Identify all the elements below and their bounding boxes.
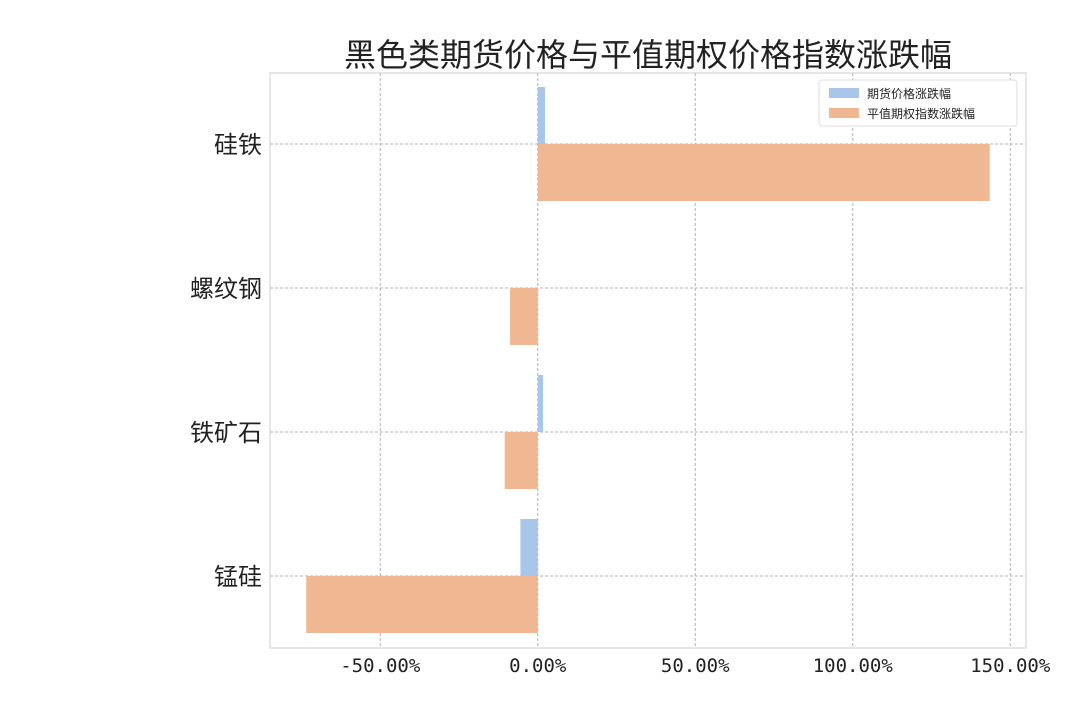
x-tick-label: 150.00% bbox=[970, 655, 1051, 677]
option-index-bar bbox=[510, 288, 538, 345]
futures-bar bbox=[537, 375, 544, 432]
legend-label: 期货价格涨跌幅 bbox=[867, 86, 951, 101]
plot-frame bbox=[269, 72, 1027, 649]
legend-swatch bbox=[829, 108, 859, 118]
futures-bar bbox=[520, 519, 538, 576]
futures-bar bbox=[537, 87, 545, 144]
category-label: 硅铁 bbox=[214, 131, 262, 159]
category-label: 锰硅 bbox=[214, 563, 262, 591]
labels: -50.00% 0.00% 50.00% 100.00% 150.00% 硅铁螺纹钢铁矿石… bbox=[190, 131, 1051, 677]
x-tick-label: -50.00% bbox=[340, 655, 421, 677]
legend-swatch bbox=[829, 88, 859, 98]
legend-box bbox=[818, 79, 1018, 127]
category-label: 螺纹钢 bbox=[190, 275, 262, 303]
x-tick-label: 0.00% bbox=[509, 655, 567, 677]
option-index-bar bbox=[306, 576, 538, 633]
chart-title: 黑色类期货价格与平值期权价格指数涨跌幅 bbox=[344, 36, 952, 74]
bars bbox=[306, 87, 990, 633]
option-index-bar bbox=[504, 432, 538, 489]
option-index-bar bbox=[537, 144, 990, 201]
category-label: 铁矿石 bbox=[190, 419, 262, 447]
x-tick-label: 100.00% bbox=[813, 655, 894, 677]
legend-label: 平值期权指数涨跌幅 bbox=[867, 106, 975, 121]
x-tick-label: 50.00% bbox=[661, 655, 730, 677]
